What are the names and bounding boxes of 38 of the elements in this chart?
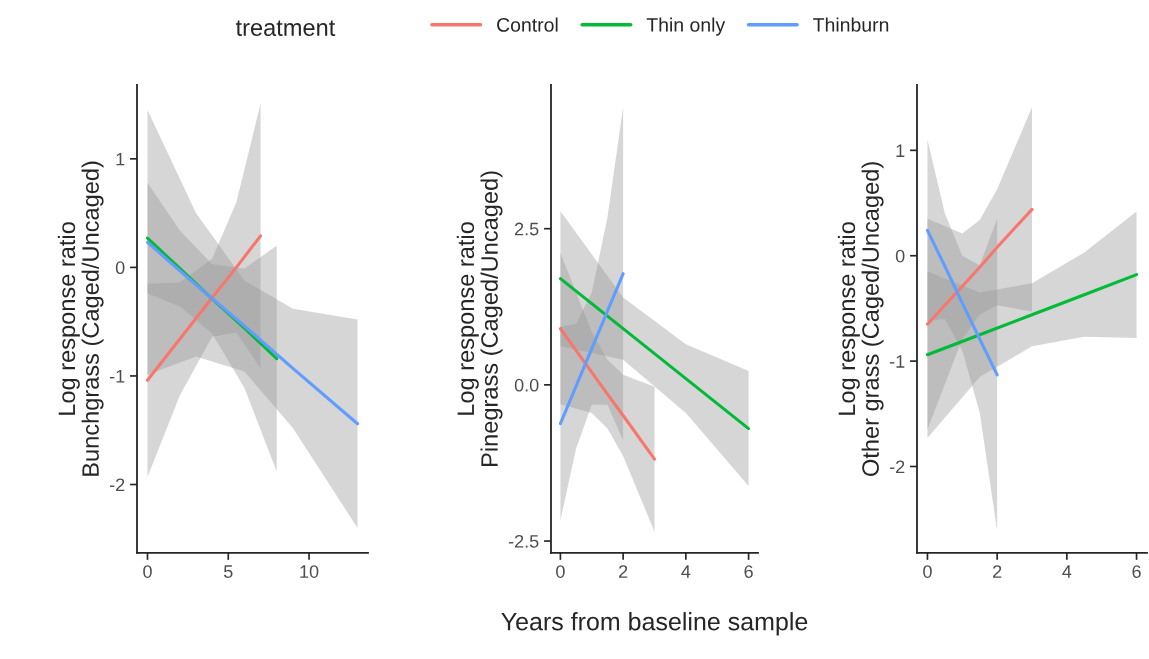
x-tick-label: 10: [300, 565, 319, 578]
y-tick-label: 2.5: [515, 222, 539, 236]
y-tick-label: 0.0: [514, 378, 539, 392]
y-tick-label: -1: [889, 355, 905, 368]
x-tick-label: 4: [1062, 565, 1072, 578]
legend-title: treatment: [235, 20, 336, 36]
line-series: [925, 207, 1034, 326]
x-tick-label: 2: [993, 565, 1002, 578]
line-series: [145, 234, 263, 382]
y-axis-title: Log response ratio Bunchgrass (Caged/Uncaged): [57, 161, 104, 476]
line-series: [145, 240, 360, 426]
line-series: [558, 277, 751, 431]
x-tick-label: 4: [681, 565, 691, 578]
x-tick-label: 0: [556, 565, 565, 578]
y-tick-label: 0: [115, 261, 125, 275]
y-axis-title: Log response ratio Pinegrass (Caged/Uncaged): [456, 171, 503, 466]
line-series: [925, 228, 999, 377]
y-tick-label: -1: [109, 370, 125, 383]
y-tick-label: -2: [889, 460, 905, 474]
y-axis-title: Log response ratio Other grass (Caged/Uncaged): [837, 162, 884, 476]
x-tick-label: 2: [619, 565, 628, 578]
x-tick-label: 6: [744, 565, 753, 578]
y-tick-label: 0: [895, 249, 905, 263]
y-tick-label: -2.5: [508, 534, 539, 548]
x-tick-label: 0: [143, 565, 152, 578]
x-tick-label: 5: [223, 565, 233, 578]
legend-label: Thinburn: [813, 17, 889, 32]
line-series: [925, 273, 1139, 357]
x-tick-label: 0: [923, 565, 932, 578]
y-tick-label: -2: [109, 478, 125, 492]
x-tick-label: 6: [1132, 565, 1141, 578]
line-series: [558, 327, 657, 461]
y-tick-label: 1: [116, 152, 125, 166]
y-tick-label: 1: [896, 144, 905, 157]
line-series: [558, 272, 625, 426]
legend-label: Control: [497, 17, 558, 32]
legend-label: Thin only: [646, 17, 726, 36]
x-axis-title: Years from baseline sample: [501, 612, 808, 636]
